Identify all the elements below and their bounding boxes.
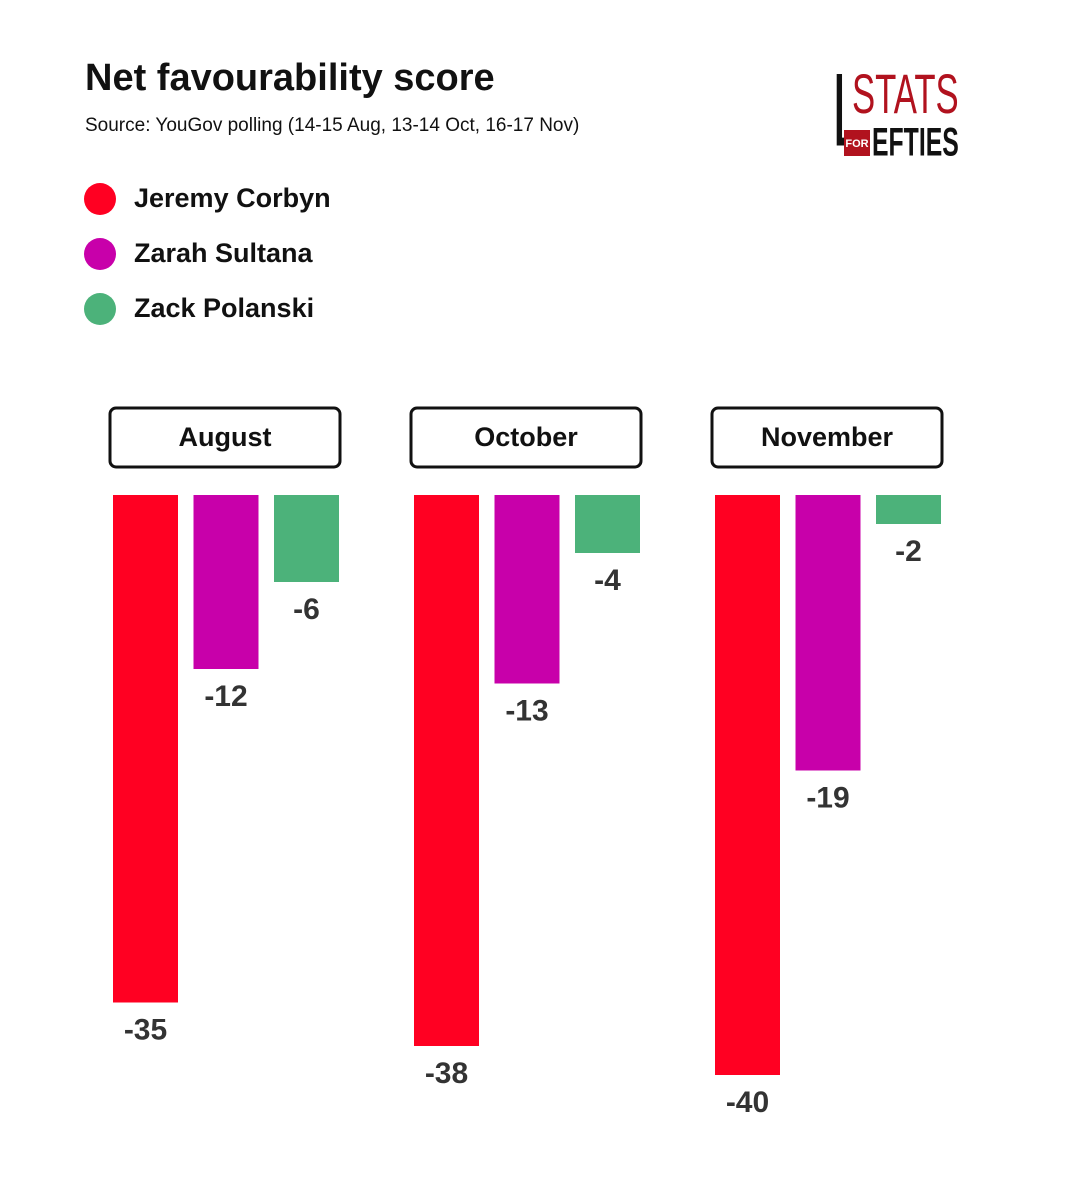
bar [715,495,780,1075]
legend-marker [84,238,116,270]
value-label: -19 [806,781,849,814]
category-box [409,406,643,469]
bar [113,495,178,1003]
bar [795,495,861,771]
category-label: November [761,422,894,452]
category-box [108,406,342,469]
logo: L STATS FOR EFTIES [832,51,959,167]
bar [575,495,640,553]
chart-subtitle: Source: YouGov polling (14-15 Aug, 13-14… [85,115,579,136]
bar [193,495,259,669]
bar [494,495,560,684]
category-label: October [474,422,578,452]
legend-marker [84,183,116,215]
value-label: -13 [505,694,548,727]
value-label: -2 [895,535,922,568]
legend-label: Jeremy Corbyn [134,183,331,213]
legend-label: Zarah Sultana [134,238,314,268]
logo-box [844,130,870,156]
bar [876,495,941,524]
category-box [710,406,944,469]
value-label: -4 [594,564,621,597]
value-label: -40 [726,1086,769,1119]
value-label: -38 [425,1057,468,1090]
bar [414,495,479,1046]
legend-label: Zack Polanski [134,293,314,323]
value-label: -12 [204,680,247,713]
logo-bottom: EFTIES [872,121,959,165]
value-label: -6 [293,593,320,626]
value-label: -35 [124,1013,167,1046]
chart-title: Net favourability score [85,57,495,99]
logo-small: FOR [845,138,868,150]
bar [274,495,339,582]
legend-marker [84,293,116,325]
logo-top: STATS [852,62,959,125]
category-label: August [179,422,272,452]
